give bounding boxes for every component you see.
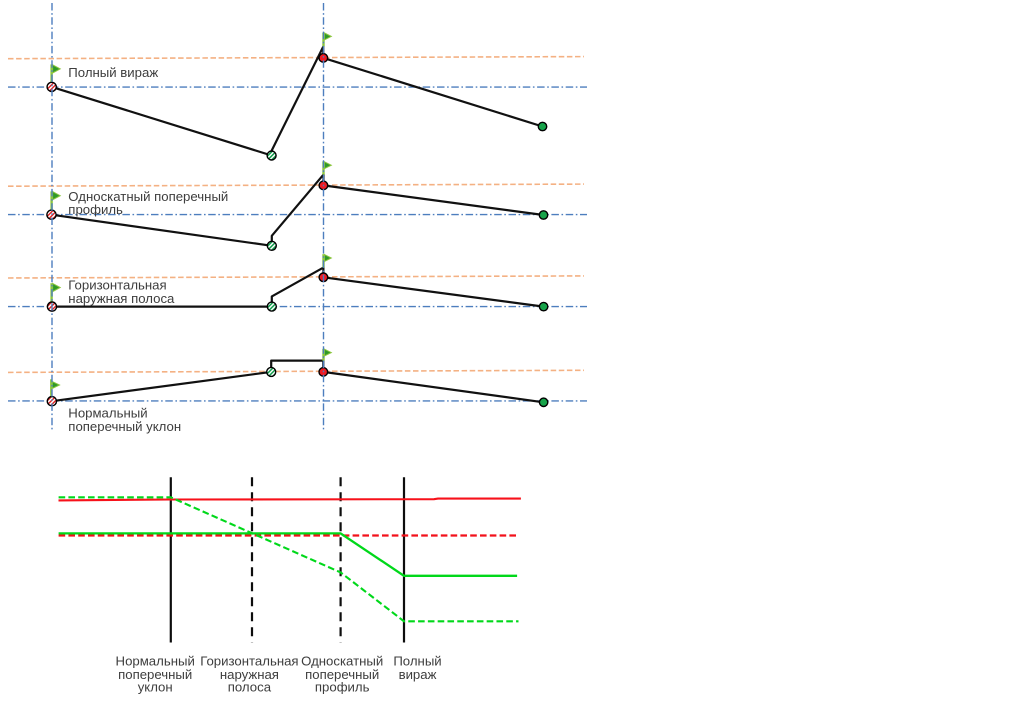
- svg-text:Полный вираж: Полный вираж: [68, 65, 158, 80]
- svg-text:Полный: Полный: [393, 654, 441, 669]
- svg-text:поперечный: поперечный: [305, 667, 379, 682]
- svg-text:Горизонтальная: Горизонтальная: [68, 278, 166, 293]
- svg-text:наружная полоса: наружная полоса: [68, 291, 175, 306]
- svg-text:Нормальный: Нормальный: [68, 406, 147, 421]
- svg-text:Односкатный: Односкатный: [301, 654, 383, 669]
- svg-text:профиль: профиль: [68, 202, 123, 217]
- svg-text:Нормальный: Нормальный: [116, 654, 195, 669]
- svg-text:полоса: полоса: [228, 679, 272, 694]
- svg-text:наружная: наружная: [220, 667, 279, 682]
- svg-text:профиль: профиль: [315, 679, 370, 694]
- svg-text:уклон: уклон: [138, 679, 173, 694]
- svg-text:Односкатный поперечный: Односкатный поперечный: [68, 189, 228, 204]
- svg-text:Горизонтальная: Горизонтальная: [200, 654, 298, 669]
- svg-text:вираж: вираж: [399, 667, 437, 682]
- svg-text:поперечный уклон: поперечный уклон: [68, 419, 181, 434]
- svg-text:поперечный: поперечный: [118, 667, 192, 682]
